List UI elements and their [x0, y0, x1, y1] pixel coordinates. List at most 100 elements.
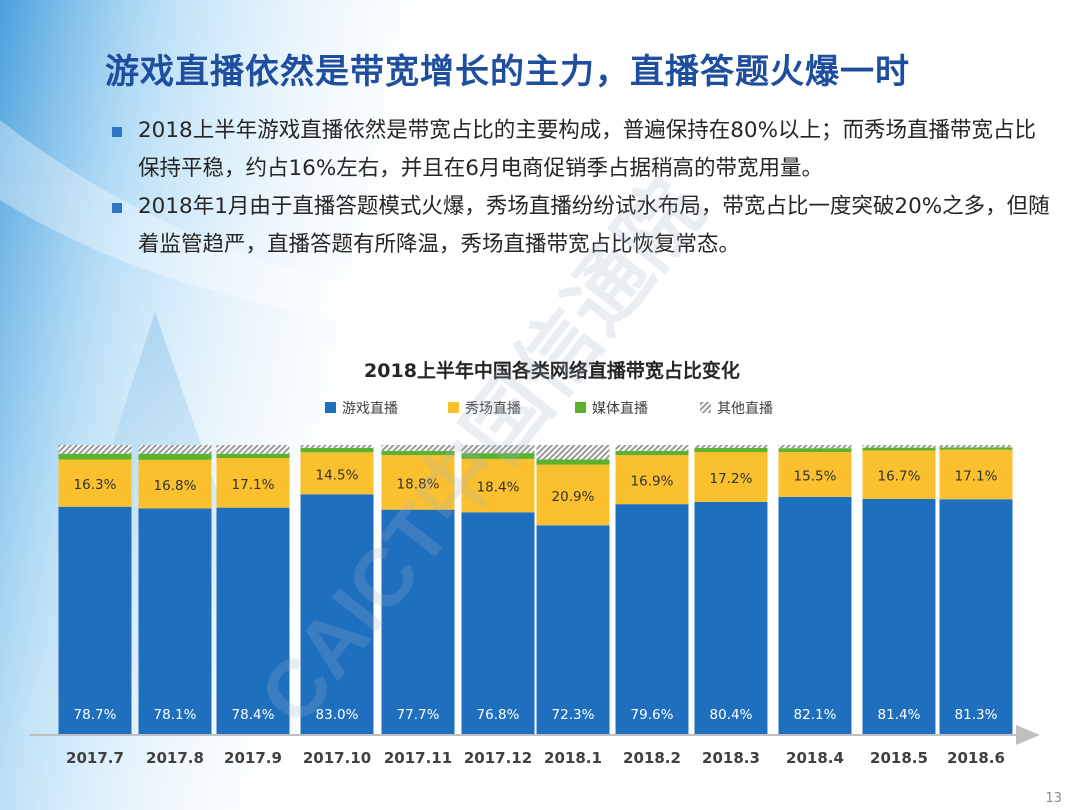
bar-segment	[939, 499, 1013, 735]
bar-segment	[58, 459, 132, 507]
data-label: 18.4%	[477, 480, 520, 496]
x-tick-label: 2017.11	[384, 749, 452, 767]
bullet-item: 2018年1月由于直播答题模式火爆，秀场直播纷纷试水布局，带宽占比一度突破20%…	[112, 188, 1052, 264]
bar-segment	[778, 451, 852, 497]
bar-segment	[216, 507, 290, 735]
data-label: 78.7%	[74, 707, 117, 723]
bar-segment	[216, 453, 290, 459]
bar-segment	[694, 451, 768, 502]
bar-segment	[862, 498, 936, 735]
bar-segment	[615, 450, 689, 456]
legend-label: 其他直播	[717, 400, 773, 417]
bar-segment	[58, 453, 132, 460]
data-label: 78.4%	[232, 707, 275, 723]
bar-segment	[862, 447, 936, 451]
bar-segment	[381, 450, 455, 456]
bar-segment	[216, 458, 290, 508]
legend-swatch	[448, 402, 459, 413]
legend-swatch	[325, 402, 336, 413]
bar-segment	[138, 453, 212, 460]
x-tick-label: 2018.1	[544, 749, 602, 767]
bar-segment	[536, 464, 610, 526]
data-label: 79.6%	[631, 707, 674, 723]
bar-segment	[694, 447, 768, 452]
slide-title: 游戏直播依然是带宽增长的主力，直播答题火爆一时	[105, 52, 910, 92]
bullet-item: 2018上半年游戏直播依然是带宽占比的主要构成，普遍保持在80%以上；而秀场直播…	[112, 112, 1052, 188]
bar-segment	[300, 447, 374, 453]
x-tick-label: 2017.8	[146, 749, 204, 767]
bar-segment	[615, 445, 689, 451]
bar-segment	[862, 445, 936, 448]
x-tick-label: 2018.5	[870, 749, 928, 767]
bullet-text: 2018上半年游戏直播依然是带宽占比的主要构成，普遍保持在80%以上；而秀场直播…	[138, 118, 1037, 181]
legend-label: 秀场直播	[465, 400, 521, 417]
bars-group: 78.7% 16.3% 78.1% 16.8% 78.4% 17.1% 83.0% 14.5%…	[58, 445, 1013, 735]
data-label: 81.4%	[878, 707, 921, 723]
bar-segment	[694, 445, 768, 448]
bar-segment	[778, 448, 852, 452]
x-tick-label: 2018.4	[786, 749, 844, 767]
bullet-text: 2018年1月由于直播答题模式火爆，秀场直播纷纷试水布局，带宽占比一度突破20%…	[138, 194, 1050, 257]
bar-segment	[461, 512, 535, 735]
x-tick-label: 2018.6	[947, 749, 1005, 767]
x-tick-label: 2017.7	[66, 749, 124, 767]
chart-title: 2018上半年中国各类网络直播带宽占比变化	[364, 359, 740, 382]
data-label: 72.3%	[552, 707, 595, 723]
bar-segment	[461, 445, 535, 454]
chart-legend: 游戏直播 秀场直播 媒体直播 其他直播	[325, 400, 773, 417]
legend-label: 游戏直播	[342, 400, 398, 417]
x-tick-label: 2018.3	[702, 749, 760, 767]
bar-segment	[461, 453, 535, 459]
data-label: 16.3%	[74, 477, 117, 493]
legend-label: 媒体直播	[592, 400, 648, 417]
bar-segment	[862, 450, 936, 499]
data-label: 17.1%	[955, 468, 998, 484]
bullet-square-icon	[112, 127, 122, 137]
data-label: 14.5%	[316, 467, 359, 483]
x-tick-label: 2017.10	[303, 749, 371, 767]
data-label: 81.3%	[955, 707, 998, 723]
x-tick-label: 2017.12	[464, 749, 532, 767]
x-tick-label: 2018.2	[623, 749, 681, 767]
data-label: 76.8%	[477, 707, 520, 723]
bar-segment	[778, 496, 852, 735]
data-label: 17.2%	[710, 471, 753, 487]
data-label: 17.1%	[232, 477, 275, 493]
data-label: 80.4%	[710, 707, 753, 723]
bar-segment	[939, 445, 1013, 448]
data-label: 16.8%	[154, 478, 197, 494]
legend-swatch	[700, 402, 711, 413]
bar-segment	[138, 445, 212, 454]
data-label: 78.1%	[154, 707, 197, 723]
bar-segment	[939, 447, 1013, 450]
data-label: 83.0%	[316, 707, 359, 723]
data-label: 16.9%	[631, 474, 674, 490]
bar-segment	[381, 445, 455, 451]
bar-segment	[58, 506, 132, 735]
data-label: 77.7%	[397, 707, 440, 723]
data-label: 16.7%	[878, 469, 921, 485]
data-label: 15.5%	[794, 468, 837, 484]
bar-segment	[536, 445, 610, 460]
bar-segment	[694, 501, 768, 735]
bar-segment	[536, 459, 610, 465]
bar-segment	[939, 449, 1013, 500]
bar-segment	[58, 445, 132, 454]
x-tick-label: 2017.9	[224, 749, 282, 767]
bar-segment	[300, 494, 374, 735]
bar-segment	[138, 459, 212, 509]
bar-segment	[138, 508, 212, 735]
bar-segment	[381, 455, 455, 510]
bar-segment	[778, 445, 852, 449]
bar-segment	[300, 452, 374, 495]
bar-segment	[461, 458, 535, 513]
data-label: 18.8%	[397, 476, 440, 492]
legend-swatch	[575, 402, 586, 413]
x-axis-ticks: 2017.7 2017.8 2017.9 2017.10 2017.11 2017.12 2…	[66, 749, 1005, 767]
bullet-square-icon	[112, 203, 122, 213]
bar-segment	[300, 445, 374, 448]
bar-segment	[615, 504, 689, 735]
bar-segment	[615, 455, 689, 505]
data-label: 82.1%	[794, 707, 837, 723]
